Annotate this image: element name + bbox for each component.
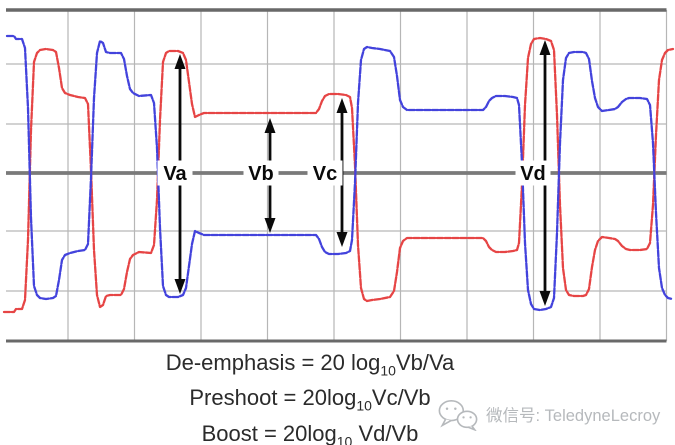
formula-text: Vb/Va: [395, 350, 455, 375]
formula-subscript: 10: [356, 397, 372, 414]
arrowhead-down: [174, 279, 186, 294]
formula-text: Vc/Vb: [371, 385, 431, 411]
label-background: [243, 160, 279, 186]
formula-boost: Boost = 20log10 Vd/Vb: [0, 420, 620, 445]
watermark-text: 微信号: TeledyneLecroy: [486, 407, 661, 425]
label-background: [515, 160, 551, 186]
formula-text: Preshoot = 20log: [189, 385, 357, 411]
arrowhead-down: [264, 218, 276, 233]
wechat-watermark: 微信号: TeledyneLecroy: [437, 398, 661, 431]
measurement-label: Vd: [520, 163, 546, 185]
annotation-Vb: Vb: [243, 118, 279, 233]
arrowhead-up: [174, 54, 186, 69]
formula-block: De-emphasis = 20 log10Vb/Va Preshoot = 2…: [0, 349, 620, 445]
measurement-label: Vc: [313, 163, 337, 185]
formula-de-emphasis: De-emphasis = 20 log10Vb/Va: [0, 349, 620, 384]
arrowhead-down: [336, 232, 348, 247]
arrowhead-down: [539, 291, 551, 306]
formula-preshoot: Preshoot = 20log10Vc/Vb: [0, 384, 620, 419]
arrowhead-up: [264, 118, 276, 133]
waveform-plot: Va Vb Vc Vd: [2, 8, 675, 343]
formula-subscript: 10: [380, 362, 396, 379]
arrowhead-up: [539, 40, 551, 55]
arrowhead-up: [336, 98, 348, 113]
label-background: [307, 160, 343, 186]
trace-blue-negative: [5, 34, 674, 312]
annotation-Vd: Vd: [515, 40, 551, 306]
measurement-label: Va: [163, 163, 187, 185]
annotation-Va: Va: [157, 54, 193, 294]
annotation-Vc: Vc: [307, 98, 348, 247]
measurement-label: Vb: [248, 163, 274, 185]
formula-subscript: 10: [336, 433, 353, 445]
formula-text: De-emphasis = 20 log: [165, 350, 381, 375]
label-background: [157, 160, 193, 186]
formula-text: Vd/Vb: [352, 420, 419, 445]
formula-text: Boost = 20log: [201, 420, 337, 445]
wechat-icon: [438, 399, 478, 431]
